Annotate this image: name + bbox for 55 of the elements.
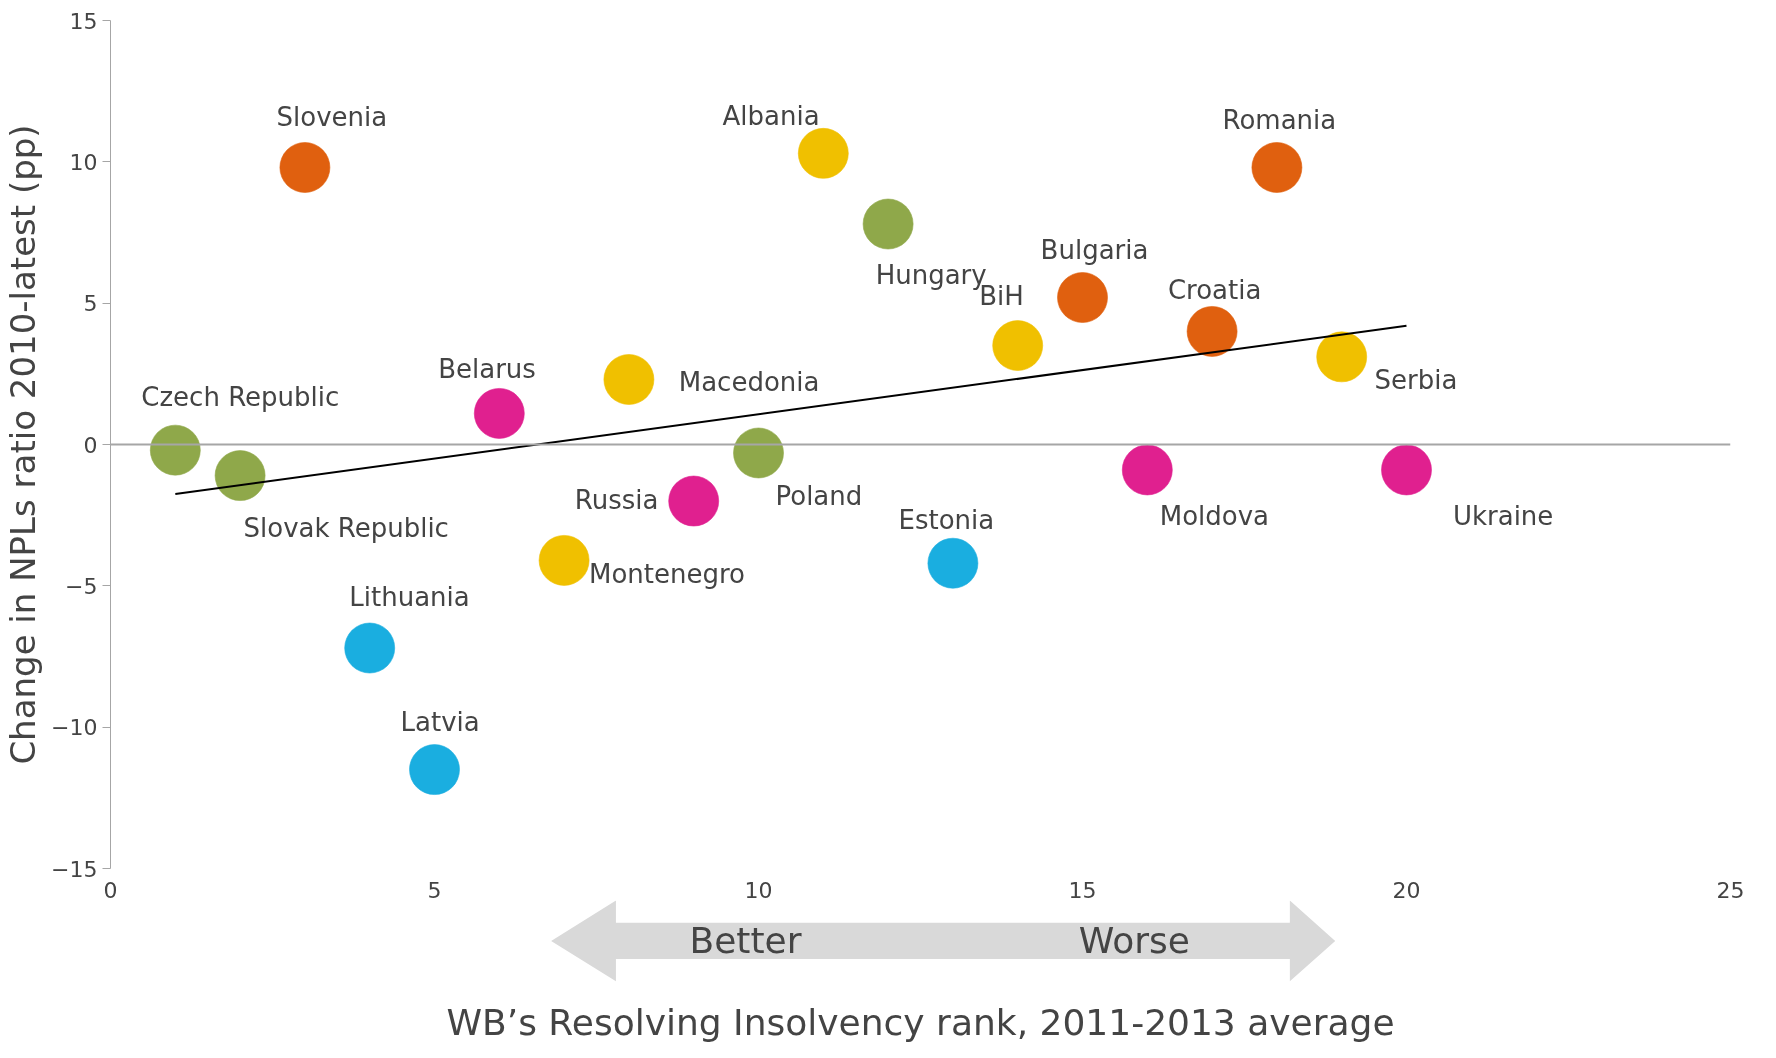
annotation: Romania <box>1222 104 1337 135</box>
point <box>927 537 979 589</box>
annotation: Latvia <box>400 707 480 737</box>
x-tick-label: 0 <box>103 877 118 903</box>
point <box>862 198 914 250</box>
point <box>149 424 201 476</box>
point <box>214 450 266 502</box>
annotation: Slovenia <box>276 101 388 132</box>
point <box>409 744 460 796</box>
annotation: Croatia <box>1167 274 1262 305</box>
y-tick-label: 0 <box>83 432 98 458</box>
annotation: Serbia <box>1374 364 1458 395</box>
annotation: Ukraine <box>1452 501 1554 532</box>
point <box>1251 142 1303 193</box>
point <box>1186 305 1238 357</box>
annotation: Slovak Republic <box>243 512 449 543</box>
y-tick-label: −5 <box>65 573 98 599</box>
point <box>1381 444 1432 496</box>
annotation: Moldova <box>1159 501 1270 532</box>
annotation: Russia <box>574 484 659 515</box>
annotation: Albania <box>722 100 820 131</box>
point <box>538 534 590 586</box>
point <box>279 142 331 193</box>
annotation: Estonia <box>898 505 995 536</box>
text: Worse <box>1078 920 1190 962</box>
y-tick-label: 10 <box>69 149 98 175</box>
x-tick-label: 25 <box>1716 877 1745 903</box>
y-tick-label: 15 <box>69 8 98 34</box>
annotation: Bulgaria <box>1040 234 1149 265</box>
point <box>344 622 396 674</box>
x-tick-label: 5 <box>427 877 442 903</box>
point <box>1316 331 1368 383</box>
text: Better <box>689 920 802 962</box>
annotation: Czech Republic <box>141 381 340 412</box>
annotation: Macedonia <box>678 366 820 397</box>
point <box>797 127 849 179</box>
annotation: Montenegro <box>589 558 746 589</box>
point <box>603 354 655 405</box>
x-tick-label: 10 <box>744 877 773 903</box>
annotation: Poland <box>775 481 863 512</box>
point <box>992 320 1044 372</box>
y-tick-label: −10 <box>51 715 98 741</box>
point <box>1057 272 1108 323</box>
x-tick-label: 20 <box>1392 877 1421 903</box>
point <box>1121 444 1173 496</box>
annotation: Lithuania <box>349 582 470 613</box>
y-tick-label: 5 <box>83 291 98 317</box>
annotation: Belarus <box>438 354 536 385</box>
y-tick-label: −15 <box>51 856 98 882</box>
point <box>473 387 525 439</box>
x-tick-label: 15 <box>1068 877 1097 903</box>
point <box>733 427 784 479</box>
point <box>668 475 720 527</box>
y-axis-title: Change in NPLs ratio 2010-latest (pp) <box>3 124 44 765</box>
x-axis-title: WB’s Resolving Insolvency rank, 2011-2013 average <box>446 1001 1395 1043</box>
